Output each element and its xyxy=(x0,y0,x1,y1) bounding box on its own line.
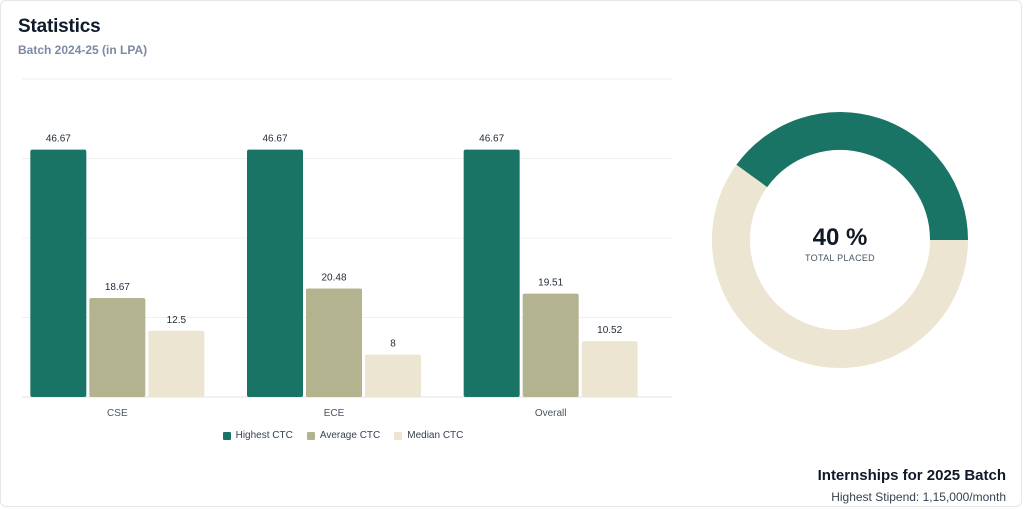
data-label: 46.67 xyxy=(262,134,287,145)
bar xyxy=(581,341,638,397)
donut-slice-not-placed xyxy=(712,164,968,368)
internship-title: Internships for 2025 Batch xyxy=(817,467,1006,484)
bar xyxy=(30,149,87,397)
internship-stipend: Highest Stipend: 1,15,000/month xyxy=(831,490,1006,504)
data-label: 46.67 xyxy=(46,134,71,145)
legend-swatch-median xyxy=(394,431,403,440)
legend-item-highest-ctc[interactable]: Highest CTC xyxy=(222,430,293,441)
legend-item-average-ctc[interactable]: Average CTC xyxy=(306,430,381,441)
donut-slice-placed xyxy=(736,112,968,241)
bar xyxy=(522,293,579,397)
ctc-bar-chart: 46.67 18.67 12.5 CSE 46.67 20.48 8 ECE 46.67 19.5… xyxy=(22,78,672,419)
bar xyxy=(306,288,362,397)
bar xyxy=(247,149,303,397)
bar xyxy=(148,330,205,397)
data-label: 19.51 xyxy=(538,278,563,289)
data-label: 18.67 xyxy=(105,282,130,293)
data-label: 20.48 xyxy=(321,272,346,283)
legend-swatch-highest xyxy=(222,431,231,440)
page-title: Statistics xyxy=(18,16,101,37)
bar xyxy=(365,354,421,397)
bar xyxy=(463,149,520,397)
chart-legend: Highest CTC Average CTC Median CTC xyxy=(0,430,686,441)
donut-center-label: TOTAL PLACED xyxy=(805,253,875,263)
data-label: 12.5 xyxy=(167,315,187,326)
legend-label: Average CTC xyxy=(319,430,381,441)
bar xyxy=(89,298,146,397)
donut-center-value: 40 % xyxy=(812,224,868,251)
legend-label: Highest CTC xyxy=(235,430,293,441)
x-tick-label: CSE xyxy=(107,408,128,419)
legend-swatch-average xyxy=(306,431,315,440)
legend-label: Median CTC xyxy=(407,430,464,441)
data-label: 8 xyxy=(390,339,396,350)
data-label: 10.52 xyxy=(597,325,622,336)
page-subtitle: Batch 2024-25 (in LPA) xyxy=(18,43,148,57)
data-label: 46.67 xyxy=(479,134,504,145)
x-tick-label: Overall xyxy=(535,408,567,419)
x-tick-label: ECE xyxy=(324,408,345,419)
legend-item-median-ctc[interactable]: Median CTC xyxy=(394,430,463,441)
